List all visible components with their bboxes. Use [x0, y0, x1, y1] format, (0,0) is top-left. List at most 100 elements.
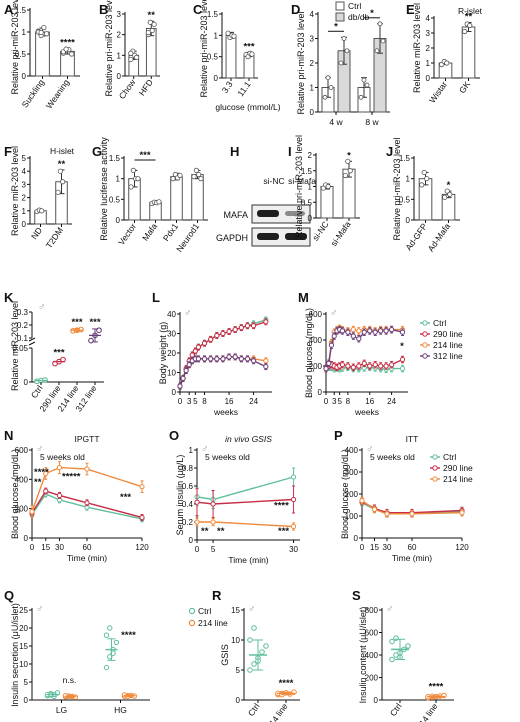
legend-marker	[432, 476, 438, 482]
y-tick-label: 100	[345, 512, 359, 521]
data-point	[225, 30, 231, 36]
significance-label: *	[347, 150, 351, 161]
data-point	[372, 329, 378, 335]
x-axis-title: weeks	[354, 407, 379, 417]
x-tick-label: 120	[455, 543, 469, 552]
x-tick-label: Vector	[116, 221, 138, 247]
male-symbol: ♂	[330, 308, 338, 319]
y-tick-label: 10	[19, 660, 28, 669]
x-tick-label: 60	[83, 543, 92, 552]
data-point	[39, 208, 45, 214]
y-tick-label: 2	[426, 44, 431, 53]
y-tick-label: 15	[19, 642, 28, 651]
y-tick-label: 0	[236, 696, 241, 705]
data-point	[238, 325, 244, 331]
x-tick-label: 24	[249, 397, 258, 406]
data-point	[135, 176, 141, 182]
data-point	[244, 323, 251, 329]
data-point	[103, 632, 110, 638]
significance-label: **	[58, 159, 66, 170]
data-point	[208, 336, 214, 342]
data-point	[331, 333, 337, 339]
y-tick-label: 800	[365, 606, 379, 615]
data-point	[421, 169, 427, 176]
panel-label: K	[4, 290, 14, 305]
y-tick-label: 0	[426, 74, 431, 83]
x-axis-title: Time (min)	[228, 555, 268, 565]
legend-marker	[422, 331, 428, 337]
y-axis-label: Relative pri-miR-203 level	[104, 0, 114, 97]
significance-label: ***	[139, 150, 150, 161]
data-point	[156, 199, 162, 205]
data-point	[177, 383, 183, 389]
significance-label: **	[34, 477, 42, 488]
y-axis-label: Relative pri-miR-203 level	[296, 11, 306, 114]
x-tick-label: Suckling	[20, 77, 47, 109]
data-point	[325, 75, 331, 81]
y-tick-label: 5	[236, 666, 241, 675]
y-tick-label: 600	[309, 310, 323, 319]
data-point	[226, 328, 232, 335]
panel-label: H	[230, 144, 239, 159]
y-tick-label: 200	[345, 490, 359, 499]
data-point	[345, 158, 351, 164]
panel-title: H-islet	[50, 146, 75, 156]
y-tick-label: 0	[24, 378, 29, 387]
data-point	[195, 344, 201, 350]
legend-marker	[422, 342, 428, 348]
data-point	[244, 356, 251, 362]
data-point	[145, 29, 151, 36]
data-point	[139, 514, 145, 521]
data-point	[29, 509, 35, 515]
x-tick-label: 5	[193, 397, 198, 406]
x-tick-label: Ctrl	[29, 383, 45, 400]
panel-label: D	[291, 2, 300, 17]
y-tick-label: 1	[310, 84, 315, 93]
data-point	[63, 46, 69, 52]
y-tick-label: 0	[24, 696, 29, 705]
data-point	[383, 328, 389, 334]
panel-I: I 0 0.5 1 1.5 2 Relative pri-miR-203 level si-N…	[288, 135, 360, 248]
data-point	[389, 656, 395, 663]
data-point	[361, 360, 367, 366]
data-point	[462, 28, 468, 35]
y-tick-label: 0	[308, 214, 313, 223]
data-point	[107, 654, 113, 660]
y-tick-label: 0	[22, 220, 27, 229]
y-tick-label: 3	[117, 10, 122, 19]
data-point	[358, 94, 364, 100]
data-point	[389, 362, 395, 368]
legend-label: 312 line	[433, 351, 463, 361]
data-point	[247, 667, 253, 673]
legend-swatch	[335, 12, 345, 22]
data-point	[290, 496, 297, 503]
x-tick-label: LG	[56, 705, 67, 715]
data-point	[84, 466, 90, 472]
x-tick-label: HG	[114, 705, 127, 715]
significance-label: *	[400, 341, 404, 352]
data-point	[328, 342, 335, 348]
y-axis-label: Relative luciferase activity	[99, 137, 109, 241]
panel-label: P	[334, 428, 343, 443]
data-point	[409, 511, 415, 517]
y-axis-label: Relative pri-miR-203 level	[10, 0, 20, 95]
y-tick-label: 0.5	[207, 53, 219, 62]
panel-label: M	[298, 290, 309, 305]
data-point	[251, 358, 257, 364]
data-point	[345, 329, 351, 335]
y-tick-label: 0	[24, 534, 29, 543]
x-tick-label: 5	[337, 397, 342, 406]
y-tick-label: 1.5	[15, 6, 27, 15]
data-point	[371, 506, 378, 512]
panel-label: G	[92, 144, 102, 159]
data-point	[57, 168, 63, 174]
panel-label: I	[288, 144, 292, 159]
data-point	[139, 484, 145, 490]
x-tick-label: ND	[29, 225, 44, 241]
x-tick-label: Ctrl	[246, 701, 262, 718]
x-tick-label: 8	[202, 397, 207, 406]
